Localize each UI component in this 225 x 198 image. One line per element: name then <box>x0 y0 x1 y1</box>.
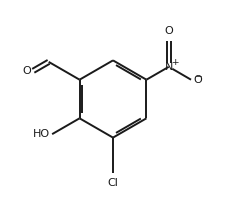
Text: −: − <box>193 72 200 81</box>
Text: Cl: Cl <box>107 178 118 188</box>
Text: O: O <box>22 66 31 76</box>
Text: N: N <box>164 62 172 72</box>
Text: HO: HO <box>33 129 50 139</box>
Text: +: + <box>170 58 178 67</box>
Text: O: O <box>164 26 172 36</box>
Text: O: O <box>192 75 201 85</box>
